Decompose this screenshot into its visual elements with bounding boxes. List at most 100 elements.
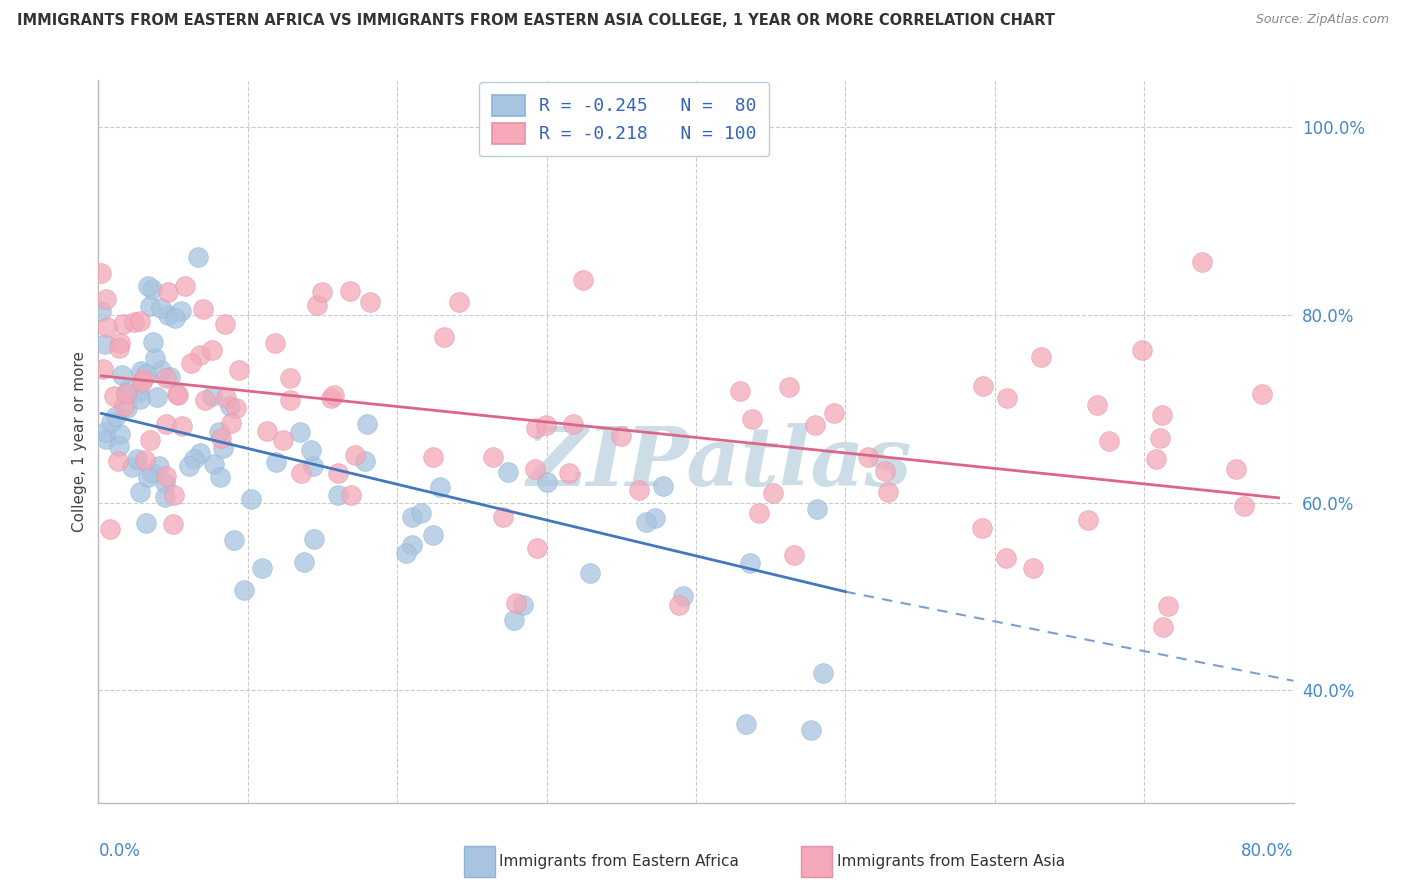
Point [225,401,247,415]
Point [156,308,179,322]
Point [311,285,333,299]
Point [652,479,675,493]
Point [188,446,211,460]
Point [395,546,418,560]
Point [344,448,367,462]
Point [142,335,165,350]
Text: IMMIGRANTS FROM EASTERN AFRICA VS IMMIGRANTS FROM EASTERN ASIA COLLEGE, 1 YEAR O: IMMIGRANTS FROM EASTERN AFRICA VS IMMIGR… [17,13,1054,29]
Point [162,517,184,532]
Point [98,522,121,536]
Point [800,723,823,738]
Point [536,475,558,489]
Point [148,458,170,473]
Point [134,453,156,467]
Y-axis label: College, 1 year or more: College, 1 year or more [72,351,87,532]
Point [264,336,287,351]
Legend: R = -0.245   N =  80, R = -0.218   N = 100: R = -0.245 N = 80, R = -0.218 N = 100 [479,82,769,156]
Point [177,459,200,474]
Point [505,596,527,610]
Text: 0.0%: 0.0% [98,842,141,860]
Point [132,372,155,386]
Point [578,566,600,580]
Point [523,462,546,476]
Point [118,380,141,394]
Point [328,488,350,502]
Point [813,666,835,681]
Point [201,343,224,357]
Point [558,467,581,481]
Point [128,384,150,399]
Point [211,441,233,455]
Point [167,388,190,402]
Point [804,418,827,433]
Point [323,388,346,402]
Point [340,487,363,501]
Point [783,548,806,562]
Point [136,279,159,293]
Point [190,348,212,362]
Point [159,369,181,384]
Point [135,367,157,381]
Point [94,432,117,446]
Point [111,368,134,383]
Point [1233,500,1256,514]
Point [215,391,238,405]
Point [180,356,202,370]
Text: Immigrants from Eastern Africa: Immigrants from Eastern Africa [499,855,740,869]
Point [778,380,800,394]
Point [218,399,240,413]
Point [447,295,470,310]
Point [131,364,153,378]
Point [129,485,152,500]
Point [730,384,752,399]
Point [401,538,423,552]
Point [163,488,186,502]
Point [127,452,149,467]
Point [735,717,758,731]
Point [94,425,117,439]
Point [233,583,256,598]
Point [201,388,224,402]
Point [186,250,208,264]
Point [90,303,112,318]
Point [1022,561,1045,575]
Point [1225,462,1247,476]
Point [128,314,150,328]
Point [214,317,236,331]
Point [153,476,176,491]
Point [209,431,232,445]
Point [498,465,520,479]
Point [572,272,595,286]
Point [636,515,658,529]
Point [644,511,666,525]
Point [302,458,325,473]
Point [1130,343,1153,357]
Point [290,466,312,480]
Point [876,484,898,499]
Point [1031,350,1053,364]
Point [422,528,444,542]
Point [107,454,129,468]
Point [131,375,153,389]
Point [534,417,557,432]
Point [290,425,312,439]
Point [1144,452,1167,467]
Point [149,362,172,376]
Point [115,386,138,401]
Point [302,532,325,546]
Point [1150,409,1173,423]
Point [280,371,302,385]
Point [108,427,131,442]
Point [512,598,534,612]
Point [524,421,547,435]
Point [672,589,695,603]
Point [561,417,583,432]
Point [1098,434,1121,448]
Point [208,469,231,483]
Point [124,315,146,329]
Point [354,453,377,467]
Point [278,392,301,407]
Point [627,483,650,497]
Point [339,284,361,298]
Point [94,292,117,306]
